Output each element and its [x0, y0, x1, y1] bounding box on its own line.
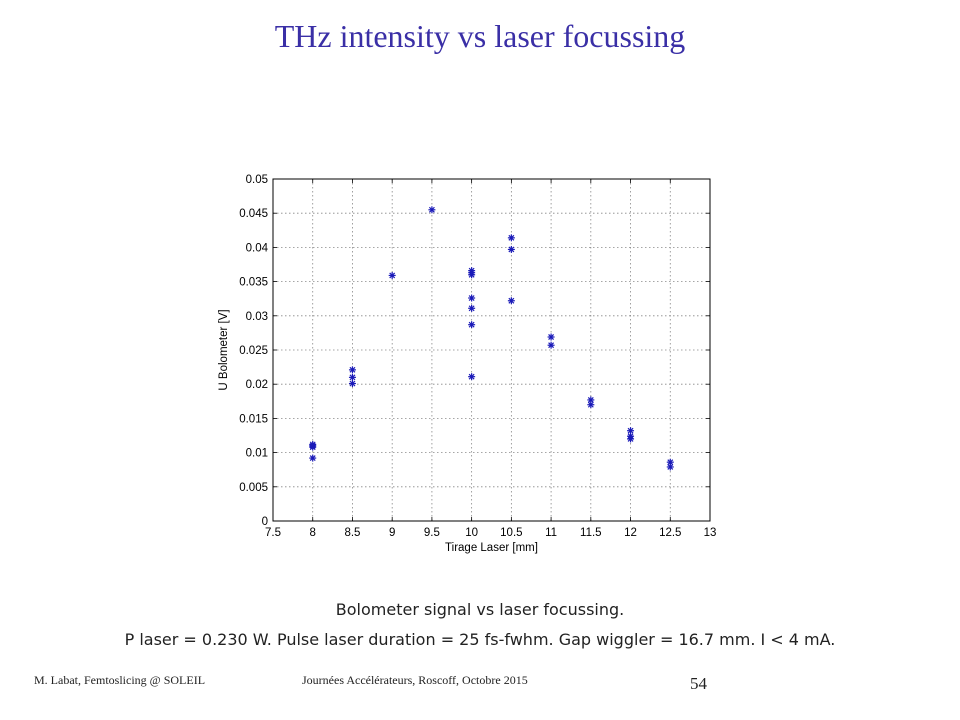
caption-line-1: Bolometer signal vs laser focussing. [335, 600, 625, 619]
data-point [348, 366, 356, 374]
footer-conference: Journées Accélérateurs, Roscoff, Octobre… [302, 673, 528, 687]
x-tick-label: 7.5 [265, 527, 281, 539]
data-point [348, 380, 356, 388]
plot-area [273, 179, 710, 521]
x-tick-label: 11 [545, 527, 557, 539]
y-tick-label: 0.05 [246, 174, 268, 186]
data-point [507, 234, 515, 242]
data-point [547, 333, 555, 341]
slide-title: THz intensity vs laser focussing [274, 18, 686, 54]
data-point [468, 304, 476, 312]
x-tick-label: 12.5 [659, 527, 681, 539]
data-point [428, 206, 436, 214]
y-axis-label: U Bolometer [V] [218, 309, 230, 390]
y-tick-label: 0 [262, 516, 268, 528]
y-tick-label: 0.035 [239, 277, 268, 289]
y-tick-label: 0.025 [239, 345, 268, 357]
x-tick-label: 11.5 [580, 527, 602, 539]
x-tick-label: 10.5 [500, 527, 522, 539]
data-point [309, 443, 317, 451]
x-axis-label: Tirage Laser [mm] [445, 542, 538, 554]
y-tick-label: 0.045 [239, 208, 268, 220]
y-tick-label: 0.005 [239, 482, 268, 494]
y-tick-label: 0.04 [246, 242, 269, 254]
bolometer-scatter-chart: 7.5 8 8.5 9 9.5 10 10.5 11 11.5 12 12.5 13 0 0.005 0.0… [218, 174, 717, 554]
y-tick-label: 0.02 [246, 379, 268, 391]
x-tick-label: 8.5 [344, 527, 360, 539]
data-point [348, 373, 356, 381]
data-point [468, 271, 476, 279]
data-point [666, 463, 674, 471]
data-point [309, 454, 317, 462]
data-point [468, 321, 476, 329]
x-tick-label: 9.5 [424, 527, 440, 539]
data-point [388, 271, 396, 279]
data-point [627, 435, 635, 443]
y-tick-label: 0.015 [239, 413, 268, 425]
page-number: 54 [690, 674, 707, 693]
x-tick-label: 8 [310, 527, 316, 539]
x-tick-label: 10 [465, 527, 478, 539]
data-point [587, 401, 595, 409]
footer-author: M. Labat, Femtoslicing @ SOLEIL [34, 673, 206, 687]
data-point [468, 294, 476, 302]
data-point [507, 245, 515, 253]
x-tick-label: 13 [704, 527, 717, 539]
data-point [547, 341, 555, 349]
caption-line-2: P laser = 0.230 W. Pulse laser duration … [124, 630, 836, 649]
plot-frame [272, 178, 711, 522]
data-point [468, 373, 476, 381]
y-tick-label: 0.01 [246, 448, 268, 460]
data-point [507, 297, 515, 305]
y-tick-label: 0.03 [246, 311, 268, 323]
x-tick-label: 12 [624, 527, 637, 539]
x-tick-label: 9 [389, 527, 395, 539]
